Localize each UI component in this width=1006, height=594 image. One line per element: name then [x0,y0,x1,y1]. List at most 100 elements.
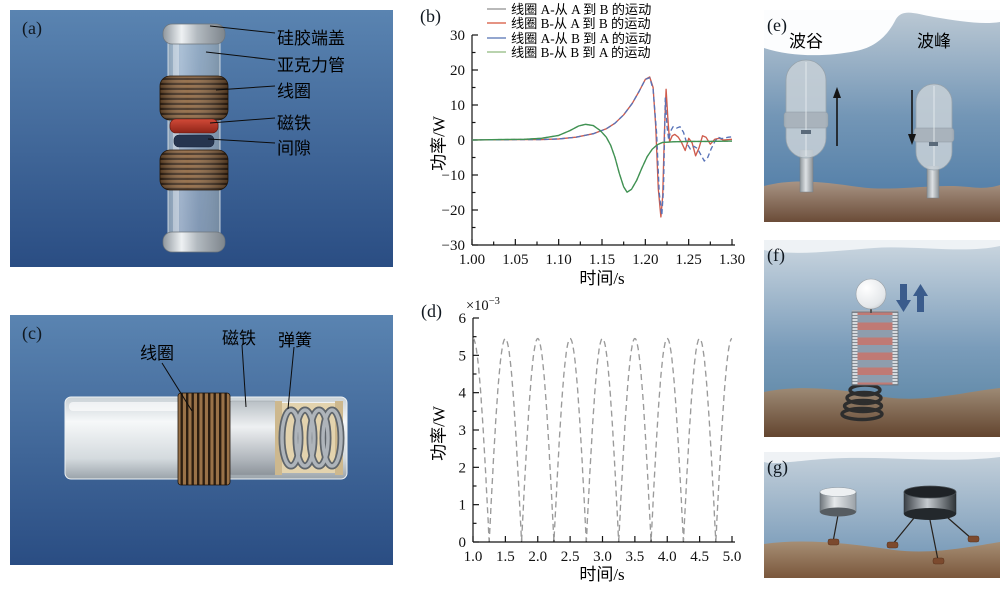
chart-d-xlabel: 时间/s [579,565,625,584]
y-tick-label: 5 [459,348,467,364]
y-tick-label: 0 [458,133,466,149]
y-tick-label: 3 [459,423,467,439]
chart-b-legend: 线圈 A-从 A 到 B 的运动 线圈 B-从 A 到 B 的运动 线圈 A-从 B… [487,2,651,60]
legend-label: 线圈 B-从 A 到 B 的运动 [511,16,651,32]
silicone-end-cap-bottom [162,231,226,253]
panel-e: (e) 波谷 波峰 [764,10,1000,222]
leader-lines [205,25,276,144]
y-tick-label: 0 [459,535,467,551]
x-tick-label: 5.0 [723,549,742,565]
x-tick-label: 1.10 [546,252,572,268]
panel-c-illustration [10,315,393,565]
panel-f-illustration [764,240,1000,437]
y-tick-label: 10 [450,98,465,114]
x-tick-label: 4.5 [690,549,709,565]
buoy-trough [783,59,829,193]
motion-arrows [836,90,913,146]
label-wave-crest: 波峰 [917,32,951,51]
x-tick-label: 2.5 [561,549,580,565]
legend-label: 线圈 A-从 A 到 B 的运动 [511,1,652,17]
chart-d: 0 1 2 3 4 5 6 1.0 1.5 2.0 2.5 3.0 3.5 4.0 4.5 5.0 ×10−3 [459,296,742,565]
x-tick-label: 2.0 [528,549,547,565]
legend-line-swatch [487,7,506,10]
y-tick-label: 30 [450,28,465,44]
wave-surface [764,452,1000,464]
series-line-0 [471,123,733,193]
legend-line-swatch [487,36,506,39]
chart-b: −30 −20 −10 0 10 20 30 1.00 1.05 1.10 1.15 1.20 1.25… [442,28,746,268]
magnet [169,118,219,134]
x-tick-label: 1.15 [589,252,615,268]
label-magnet: 磁铁 [277,114,311,133]
panel-d-tag: (d) [421,301,442,321]
device-triple-mooring [886,485,980,565]
x-tick-label: 1.05 [502,252,528,268]
panel-a-tag: (a) [22,18,42,38]
seabed [764,541,1000,578]
series-line-2 [471,77,733,216]
panel-e-illustration [764,10,1000,222]
down-arrow-icon [908,134,916,145]
legend-entry: 线圈 B-从 B 到 A 的运动 [487,44,651,60]
x-tick-label: 3.0 [593,549,612,565]
generator-cylinder [851,310,899,386]
magnet-cylinder [228,400,278,476]
legend-entry: 线圈 B-从 A 到 B 的运动 [487,16,651,32]
y-tick-label: 6 [459,311,467,327]
x-tick-label: 1.30 [719,252,745,268]
label-spring-c: 弹簧 [278,331,312,350]
wave-surface [764,10,1000,56]
gap [173,134,215,148]
x-tick-label: 1.00 [459,252,485,268]
label-magnet-c: 磁铁 [222,329,256,348]
panel-g-illustration [764,452,1000,578]
panel-g: (g) [764,452,1000,578]
leader-lines [161,344,295,412]
panel-c-tag: (c) [22,323,42,343]
panel-f: (f) [764,240,1000,437]
x-tick-label: 1.0 [464,549,483,565]
label-gap: 间隙 [277,139,311,158]
spring [278,406,345,470]
y-tick-label: −10 [442,168,465,184]
down-arrow-icon [896,284,911,312]
coil-windings [177,392,231,486]
panel-g-tag: (g) [767,457,788,477]
y-tick-label: 20 [450,63,465,79]
y-tick-label: 4 [459,386,467,402]
x-tick-label: 4.0 [658,549,677,565]
legend-label: 线圈 A-从 B 到 A 的运动 [511,30,652,46]
chart-b-ylabel: 功率/W [429,116,449,171]
panel-a-illustration [10,10,393,267]
chart-b-xlabel: 时间/s [579,269,625,288]
x-tick-label: 1.5 [496,549,515,565]
label-acrylic-tube: 亚克力管 [277,56,345,75]
device-single-mooring [819,487,857,546]
series-line-0 [472,337,733,542]
panel-f-tag: (f) [767,245,785,265]
seabed [764,181,1000,222]
x-tick-label: 1.20 [632,252,658,268]
label-wave-trough: 波谷 [789,32,823,51]
wave-surface [764,240,1000,253]
label-silicone-end-cap: 硅胶端盖 [277,29,345,48]
y-tick-label: 2 [459,460,467,476]
legend-entry: 线圈 A-从 A 到 B 的运动 [487,2,651,16]
legend-entry: 线圈 A-从 B 到 A 的运动 [487,31,651,45]
axis-scale-label: ×10−3 [466,296,500,314]
x-tick-label: 3.5 [626,549,645,565]
y-tick-label: −30 [442,238,465,254]
up-arrow-icon [833,87,841,98]
float-sphere [855,278,887,310]
x-tick-label: 1.25 [676,252,702,268]
y-tick-label: 1 [459,498,467,514]
panel-a: (a) 硅胶端盖 亚克力管 线圈 磁铁 间隙 [10,10,393,267]
y-tick-label: −20 [442,203,465,219]
buoy-crest [913,83,955,199]
series-line-3 [471,123,733,193]
label-coil-c: 线圈 [140,344,174,363]
panel-b-tag: (b) [420,6,441,26]
spring [840,383,884,422]
panel-c: (c) 线圈 磁铁 弹簧 [10,315,393,565]
legend-label: 线圈 B-从 B 到 A 的运动 [511,44,651,60]
